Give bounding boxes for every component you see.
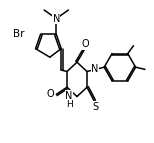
Text: Br: Br	[13, 29, 24, 39]
Text: O: O	[46, 89, 54, 99]
Text: S: S	[93, 102, 99, 112]
Text: N: N	[53, 14, 60, 24]
Text: N: N	[91, 64, 99, 74]
Text: O: O	[82, 39, 89, 49]
Text: N: N	[65, 91, 73, 101]
Text: H: H	[67, 100, 73, 109]
